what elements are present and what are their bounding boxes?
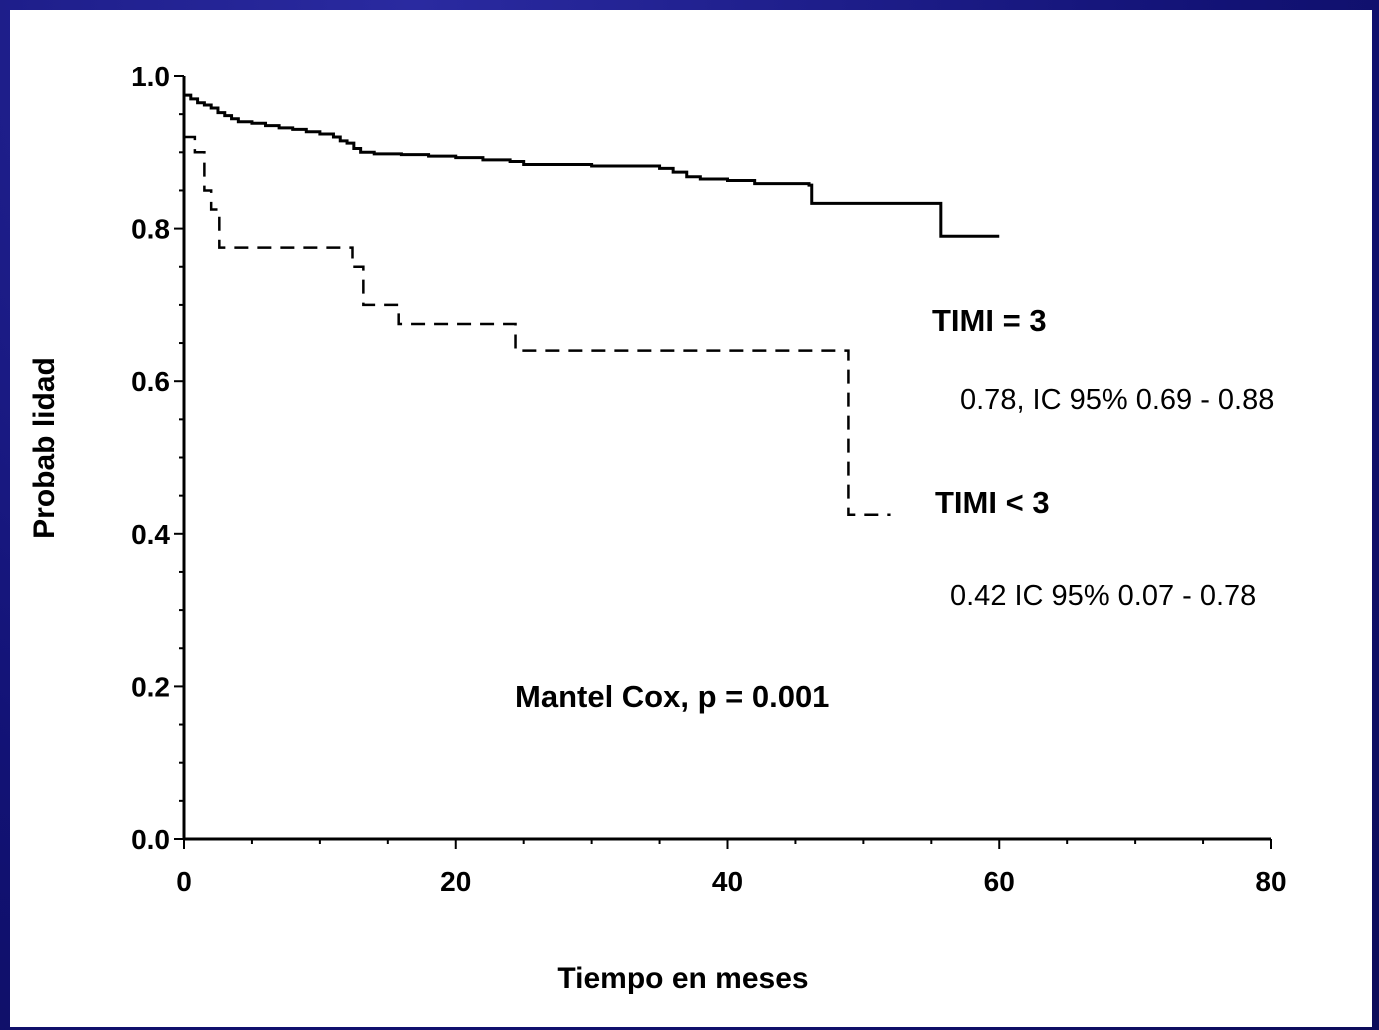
annotation-timi-lt3-ci: 0.42 IC 95% 0.07 - 0.78 (950, 580, 1256, 612)
x-tick-label: 60 (984, 866, 1015, 897)
y-tick-label: 0.8 (131, 214, 170, 245)
y-tick-label: 0.2 (131, 671, 170, 702)
y-tick-label: 1.0 (131, 61, 170, 92)
x-tick-label: 0 (176, 866, 192, 897)
annotation-timi-3-ci: 0.78, IC 95% 0.69 - 0.88 (960, 384, 1274, 416)
annotation-mantel-cox: Mantel Cox, p = 0.001 (515, 679, 829, 714)
x-axis-title: Tiempo en meses (557, 962, 808, 995)
x-tick-label: 40 (712, 866, 743, 897)
annotation-timi-3-label: TIMI = 3 (932, 303, 1047, 338)
series-layer (184, 95, 999, 515)
y-tick-label: 0.0 (131, 824, 170, 855)
x-tick-label: 80 (1255, 866, 1286, 897)
survival-chart: 0.0 0.2 0.4 0.6 0.8 1.0 0 20 40 60 80 Tiempo en me… (10, 10, 1372, 1027)
y-tick-label: 0.4 (131, 519, 170, 550)
chart-panel: 0.0 0.2 0.4 0.6 0.8 1.0 0 20 40 60 80 Tiempo en me… (10, 10, 1372, 1027)
chart-axes: 0.0 0.2 0.4 0.6 0.8 1.0 0 20 40 60 80 (131, 61, 1287, 897)
series-timi-lt3-curve (184, 137, 891, 515)
y-axis-title: Probab lidad (28, 357, 61, 539)
x-tick-label: 20 (440, 866, 471, 897)
series-timi-3-curve (184, 95, 999, 236)
y-tick-label: 0.6 (131, 366, 170, 397)
annotation-timi-lt3-label: TIMI < 3 (935, 485, 1050, 520)
